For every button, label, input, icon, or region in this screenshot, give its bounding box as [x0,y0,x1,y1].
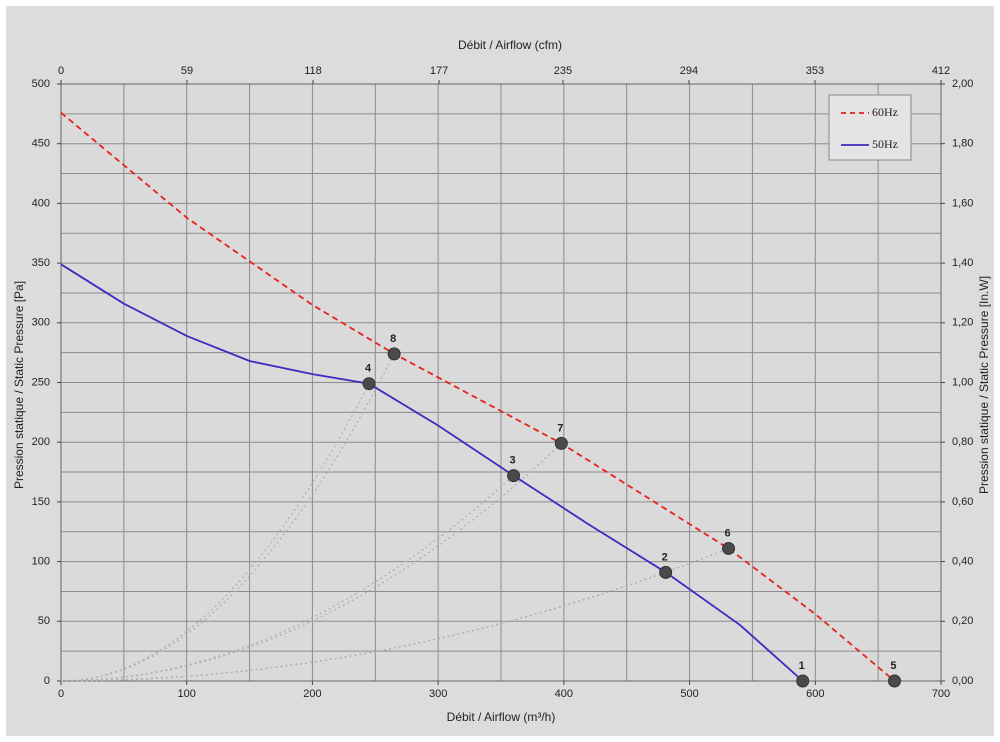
system-curve [60,353,395,682]
point-label: 8 [390,333,396,345]
y-tick-label: 100 [32,556,50,568]
x-tick-label: 100 [178,688,196,700]
y-tick-label: 250 [32,376,50,388]
x2-axis-title: Débit / Airflow (cfm) [458,38,562,52]
point-label: 2 [662,551,668,563]
y-tick-label: 500 [32,78,50,90]
y-tick-label: 300 [32,317,50,329]
y-tick-label: 450 [32,138,50,150]
series-line [60,263,804,682]
x2-tick-label: 235 [554,65,572,77]
y-tick-label: 0 [44,675,50,687]
x-tick-label: 700 [932,688,950,700]
x2-tick-label: 353 [806,65,824,77]
x-axis-title: Débit / Airflow (m³/h) [447,710,556,724]
operating-point [796,674,810,688]
y2-tick-label: 0,60 [952,496,973,508]
operating-point [554,436,568,450]
system-curve [60,547,729,682]
point-label: 6 [724,527,730,539]
legend-label: 60Hz [872,105,898,119]
y2-tick-label: 1,80 [952,138,973,150]
operating-point [722,541,736,555]
operating-point [507,469,521,483]
y2-tick-label: 0,20 [952,615,973,627]
y-tick-label: 150 [32,496,50,508]
y-tick-label: 200 [32,436,50,448]
x-tick-label: 600 [806,688,824,700]
operating-point [387,347,401,361]
y2-tick-label: 1,20 [952,317,973,329]
operating-point [887,674,901,688]
point-label: 4 [365,363,372,375]
point-label: 5 [890,660,896,672]
y2-tick-label: 0,80 [952,436,973,448]
operating-point [362,377,376,391]
y2-tick-label: 1,00 [952,376,973,388]
y2-tick-label: 1,40 [952,257,973,269]
y-tick-label: 400 [32,197,50,209]
point-label: 7 [557,422,563,434]
x-tick-label: 200 [303,688,321,700]
x2-tick-label: 118 [304,65,322,77]
x-tick-label: 300 [429,688,447,700]
x-tick-label: 500 [680,688,698,700]
x2-tick-label: 177 [430,65,448,77]
x2-tick-label: 294 [680,65,698,77]
point-label: 3 [510,455,516,467]
y-axis-title: Pression statique / Static Pressure [Pa] [12,281,26,489]
legend-box [828,94,912,161]
y-tick-label: 50 [38,615,50,627]
system-curve [60,383,370,682]
point-label: 1 [799,660,805,672]
y2-axis-title: Pression statique / Static Pressure [In.… [977,276,991,494]
x2-tick-label: 412 [932,65,950,77]
x-tick-label: 400 [555,688,573,700]
x-tick-label: 0 [58,688,64,700]
y2-tick-label: 1,60 [952,197,973,209]
y2-tick-label: 0,40 [952,556,973,568]
operating-point [659,565,673,579]
y2-tick-label: 2,00 [952,78,973,90]
legend-label: 50Hz [872,137,898,151]
x2-tick-label: 59 [181,65,193,77]
y-tick-label: 350 [32,257,50,269]
y2-tick-label: 0,00 [952,675,973,687]
x2-tick-label: 0 [58,65,64,77]
